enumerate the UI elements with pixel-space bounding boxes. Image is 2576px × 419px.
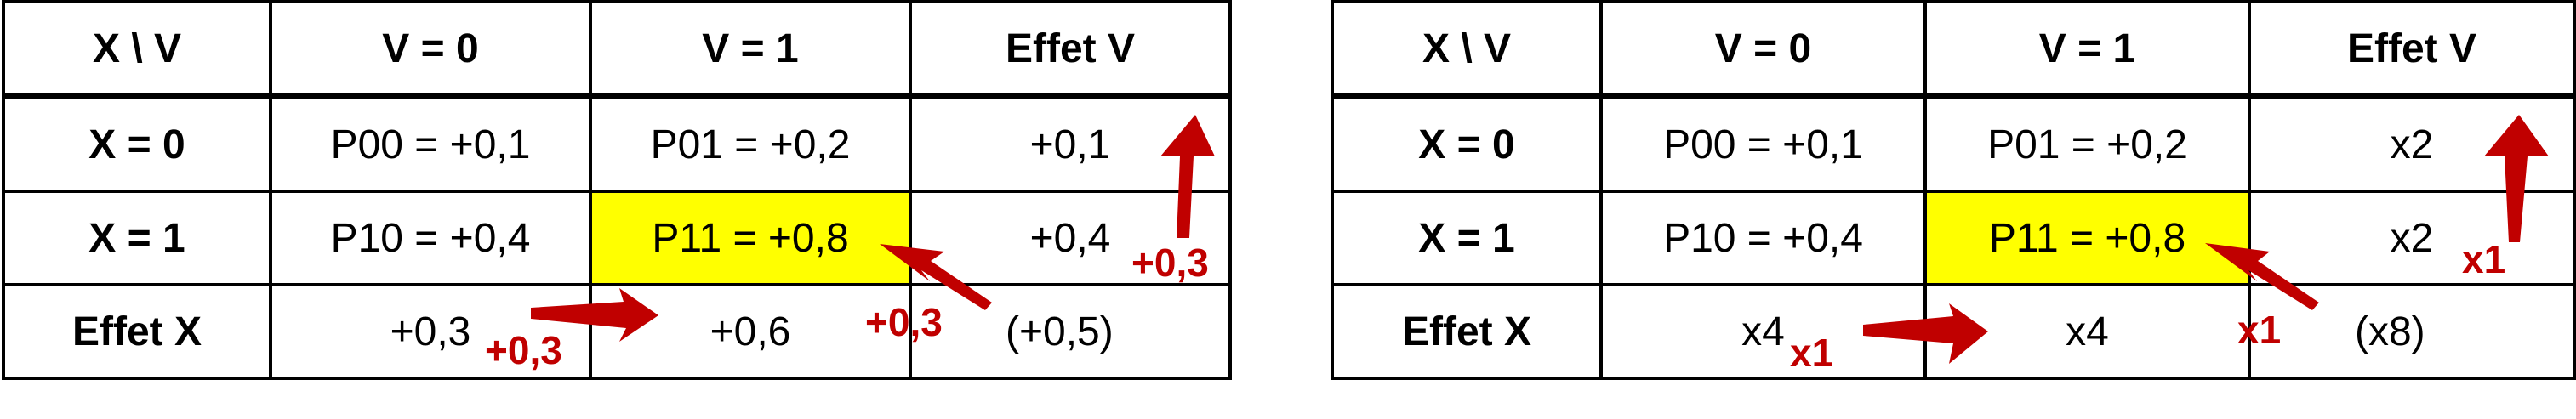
annotation-row-effect-table1: +0,3 — [485, 328, 562, 372]
cell-p10: P10 = +0,4 — [1599, 190, 1927, 286]
table-row: Effet X x4 x4 (x8) — [1331, 283, 2576, 380]
annotation-row-effect-table2: x1 — [1790, 331, 1834, 375]
column-header-v1: V = 1 — [1923, 0, 2251, 99]
cell-effet-x-v1: x4 — [1923, 283, 2251, 380]
annotation-col-effect-table2: x1 — [2462, 237, 2506, 281]
column-header-v0: V = 0 — [1599, 0, 1927, 99]
cell-effet-x-v0: x4 — [1599, 283, 1927, 380]
row-header-x0: X = 0 — [2, 94, 272, 193]
table-row: X = 1 P10 = +0,4 P11 = +0,8 x2 — [1331, 190, 2576, 286]
row-header-x0: X = 0 — [1331, 94, 1603, 193]
corner-header: X \ V — [1331, 0, 1603, 99]
column-header-v0: V = 0 — [269, 0, 592, 99]
annotation-diag-effect-table2: x1 — [2237, 308, 2282, 352]
cell-p00: P00 = +0,1 — [269, 94, 592, 193]
row-header-effet-x: Effet X — [1331, 283, 1603, 380]
cell-p01: P01 = +0,2 — [589, 94, 912, 193]
table-row: X = 0 P00 = +0,1 P01 = +0,2 +0,1 — [2, 94, 1232, 193]
cell-p10: P10 = +0,4 — [269, 190, 592, 286]
column-header-effet-v: Effet V — [909, 0, 1232, 99]
column-header-v1: V = 1 — [589, 0, 912, 99]
corner-header: X \ V — [2, 0, 272, 99]
additive-table: X \ V V = 0 V = 1 Effet V X = 0 P00 = +0… — [2, 0, 1232, 380]
cell-effet-x-v1: +0,6 — [589, 283, 912, 380]
row-header-effet-x: Effet X — [2, 283, 272, 380]
row-header-x1: X = 1 — [1331, 190, 1603, 286]
cell-effet-v-x0: +0,1 — [909, 94, 1232, 193]
column-header-effet-v: Effet V — [2248, 0, 2576, 99]
table-header-row: X \ V V = 0 V = 1 Effet V — [2, 0, 1232, 99]
table-header-row: X \ V V = 0 V = 1 Effet V — [1331, 0, 2576, 99]
cell-p11-highlighted: P11 = +0,8 — [1923, 190, 2251, 286]
cell-p01: P01 = +0,2 — [1923, 94, 2251, 193]
table-row: Effet X +0,3 +0,6 (+0,5) — [2, 283, 1232, 380]
cell-total-effect: (x8) — [2248, 283, 2576, 380]
cell-total-effect: (+0,5) — [909, 283, 1232, 380]
table-row: X = 0 P00 = +0,1 P01 = +0,2 x2 — [1331, 94, 2576, 193]
annotation-col-effect-table1: +0,3 — [1131, 241, 1209, 285]
cell-effet-v-x1: x2 — [2248, 190, 2576, 286]
multiplicative-table: X \ V V = 0 V = 1 Effet V X = 0 P00 = +0… — [1331, 0, 2576, 380]
table-row: X = 1 P10 = +0,4 P11 = +0,8 +0,4 — [2, 190, 1232, 286]
cell-effet-v-x0: x2 — [2248, 94, 2576, 193]
annotation-diag-effect-table1: +0,3 — [865, 300, 943, 344]
row-header-x1: X = 1 — [2, 190, 272, 286]
cell-p11-highlighted: P11 = +0,8 — [589, 190, 912, 286]
cell-p00: P00 = +0,1 — [1599, 94, 1927, 193]
